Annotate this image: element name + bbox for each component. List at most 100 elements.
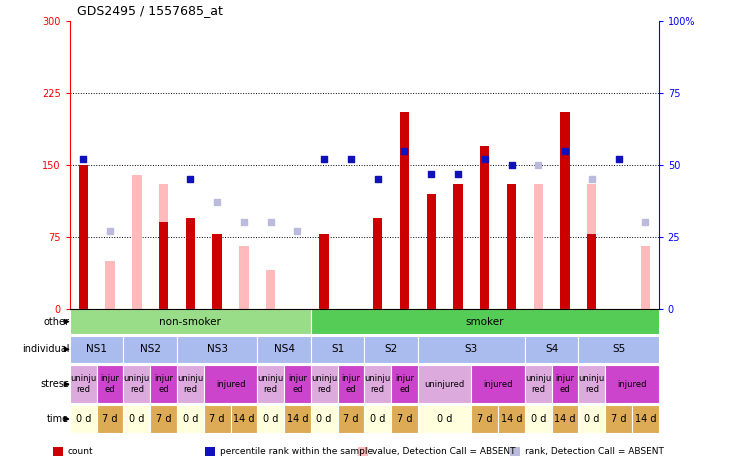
Bar	[311, 365, 338, 403]
Bar	[311, 405, 338, 433]
Text: S2: S2	[384, 344, 397, 355]
Bar	[96, 365, 124, 403]
Bar	[471, 405, 498, 433]
Text: 0 d: 0 d	[263, 414, 278, 424]
Bar	[258, 405, 284, 433]
Text: injur
ed: injur ed	[154, 374, 173, 394]
Bar	[418, 336, 525, 363]
Text: stress: stress	[40, 379, 69, 389]
Text: 7 d: 7 d	[397, 414, 412, 424]
Text: 7 d: 7 d	[102, 414, 118, 424]
Text: uninju
red: uninju red	[124, 374, 150, 394]
Text: GDS2495 / 1557685_at: GDS2495 / 1557685_at	[77, 4, 223, 17]
Bar	[525, 336, 578, 363]
Bar	[284, 405, 311, 433]
Bar	[640, 246, 650, 309]
Text: rank, Detection Call = ABSENT: rank, Detection Call = ABSENT	[525, 447, 663, 456]
Bar	[358, 447, 368, 456]
Text: uninju
red: uninju red	[177, 374, 203, 394]
Text: injur
ed: injur ed	[556, 374, 575, 394]
Bar	[418, 365, 471, 403]
Text: 0 d: 0 d	[370, 414, 386, 424]
Bar	[266, 270, 275, 309]
Point	[265, 219, 277, 226]
Bar	[427, 194, 436, 309]
Point	[586, 175, 598, 183]
Bar	[364, 336, 418, 363]
Point	[532, 161, 544, 169]
Text: injured: injured	[216, 380, 245, 389]
Text: injur
ed: injur ed	[342, 374, 361, 394]
Point	[345, 155, 357, 163]
Text: count: count	[68, 447, 93, 456]
Bar	[507, 184, 516, 309]
Bar	[70, 336, 124, 363]
Text: injur
ed: injur ed	[101, 374, 119, 394]
Bar	[70, 309, 659, 474]
Text: 14 d: 14 d	[554, 414, 576, 424]
Bar	[70, 405, 96, 433]
Bar	[177, 405, 204, 433]
Bar	[204, 405, 230, 433]
Bar	[552, 365, 578, 403]
Text: S3: S3	[464, 344, 478, 355]
Point	[105, 227, 116, 235]
Bar	[338, 405, 364, 433]
Point	[640, 219, 651, 226]
Text: uninju
red: uninju red	[578, 374, 605, 394]
Text: NS2: NS2	[140, 344, 160, 355]
Text: 14 d: 14 d	[233, 414, 255, 424]
Bar	[400, 112, 409, 309]
Text: injur
ed: injur ed	[395, 374, 414, 394]
Text: individual: individual	[22, 344, 69, 355]
Bar	[239, 246, 249, 309]
Text: 0 d: 0 d	[183, 414, 198, 424]
Bar	[79, 165, 88, 309]
Bar	[150, 405, 177, 433]
Point	[318, 155, 330, 163]
Bar	[373, 218, 383, 309]
Text: injur
ed: injur ed	[288, 374, 307, 394]
Bar	[96, 405, 124, 433]
Point	[612, 155, 624, 163]
Text: 7 d: 7 d	[343, 414, 358, 424]
Bar	[364, 405, 391, 433]
Point	[479, 155, 491, 163]
Text: 0 d: 0 d	[437, 414, 453, 424]
Bar	[70, 310, 311, 334]
Text: uninju
red: uninju red	[70, 374, 96, 394]
Text: 7 d: 7 d	[477, 414, 492, 424]
Text: uninjured: uninjured	[425, 380, 464, 389]
Bar	[391, 365, 418, 403]
Text: uninju
red: uninju red	[311, 374, 337, 394]
Bar	[391, 405, 418, 433]
Bar	[418, 405, 471, 433]
Bar	[159, 184, 169, 309]
Bar	[578, 365, 605, 403]
Bar	[150, 365, 177, 403]
Bar	[578, 405, 605, 433]
Point	[211, 199, 223, 206]
Bar	[213, 244, 222, 309]
Text: uninju
red: uninju red	[526, 374, 551, 394]
Bar	[632, 405, 659, 433]
Text: NS1: NS1	[86, 344, 107, 355]
Text: 7 d: 7 d	[611, 414, 626, 424]
Bar	[213, 234, 222, 309]
Bar	[124, 365, 150, 403]
Bar	[70, 365, 96, 403]
Text: 0 d: 0 d	[129, 414, 144, 424]
Bar	[284, 365, 311, 403]
Text: S4: S4	[545, 344, 559, 355]
Text: 14 d: 14 d	[500, 414, 523, 424]
Text: 7 d: 7 d	[209, 414, 225, 424]
Bar	[185, 218, 195, 309]
Bar	[204, 365, 258, 403]
Bar	[319, 234, 329, 309]
Bar	[587, 184, 596, 309]
Text: 0 d: 0 d	[531, 414, 546, 424]
Point	[372, 175, 383, 183]
Bar	[124, 336, 177, 363]
Text: injured: injured	[618, 380, 647, 389]
Text: uninju
red: uninju red	[258, 374, 284, 394]
